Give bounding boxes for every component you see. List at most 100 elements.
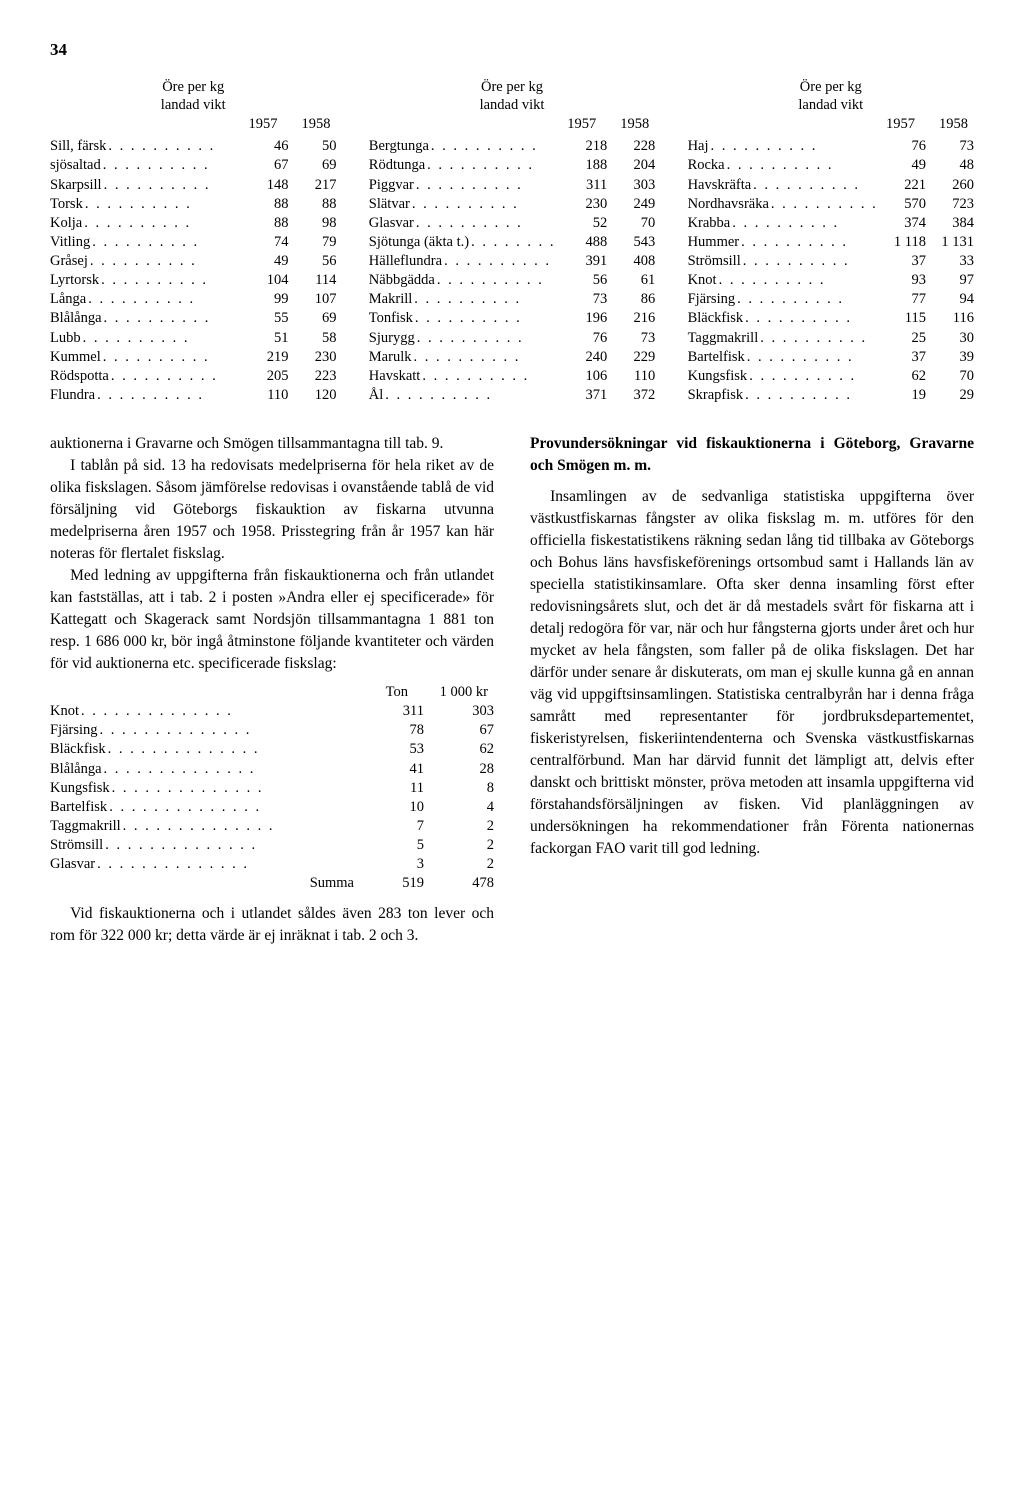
price-header: Öre per kg landad vikt — [369, 78, 655, 114]
price-row: Skarpsill. . . . . . . . . .148217 — [50, 176, 336, 195]
price-row: Knot. . . . . . . . . .9397 — [688, 271, 974, 290]
price-row: Taggmakrill. . . . . . . . . .2530 — [688, 329, 974, 348]
species-label: Gråsej — [50, 252, 88, 271]
value-ton: 7 — [374, 817, 424, 836]
leader-dots: . . . . . . . . . . — [735, 290, 878, 309]
species-label: Bläckfisk — [688, 309, 744, 328]
value-1957: 49 — [240, 252, 288, 271]
year-1957: 1957 — [886, 116, 915, 133]
species-label: Kungsfisk — [50, 779, 110, 798]
value-kr: 2 — [424, 855, 494, 874]
paragraph: Vid fiskauktionerna och i utlandet sålde… — [50, 903, 494, 947]
species-label: Rödtunga — [369, 156, 425, 175]
leader-dots: . . . . . . . . . . . . . . — [95, 855, 374, 874]
price-row: Glasvar. . . . . . . . . .5270 — [369, 214, 655, 233]
leader-dots: . . . . . . . . . . . . . . — [110, 779, 374, 798]
leader-dots: . . . . . . . . . . . . . . — [107, 798, 374, 817]
value-1957: 19 — [878, 386, 926, 405]
species-label: sjösaltad — [50, 156, 101, 175]
leader-dots: . . . . . . . . . . — [410, 195, 559, 214]
price-row: Strömsill. . . . . . . . . .3733 — [688, 252, 974, 271]
year-1957: 1957 — [248, 116, 277, 133]
leader-dots: . . . . . . . . . . — [109, 367, 241, 386]
value-1958: 98 — [288, 214, 336, 233]
value-1957: 371 — [559, 386, 607, 405]
value-1958: 260 — [926, 176, 974, 195]
price-row: Tonfisk. . . . . . . . . .196216 — [369, 309, 655, 328]
price-row: Haj. . . . . . . . . .7673 — [688, 137, 974, 156]
header-ton: Ton — [348, 683, 408, 702]
leader-dots: . . . . . . . . . . — [745, 348, 878, 367]
value-1958: 88 — [288, 195, 336, 214]
species-label: Kummel — [50, 348, 101, 367]
value-1958: 61 — [607, 271, 655, 290]
value-ton: 11 — [374, 779, 424, 798]
value-1957: 25 — [878, 329, 926, 348]
species-label: Slätvar — [369, 195, 410, 214]
value-1957: 49 — [878, 156, 926, 175]
price-row: Sill, färsk. . . . . . . . . .4650 — [50, 137, 336, 156]
price-row: Rocka. . . . . . . . . .4948 — [688, 156, 974, 175]
leader-dots: . . . . . . . . . . — [414, 176, 559, 195]
value-1958: 70 — [607, 214, 655, 233]
species-label: Piggvar — [369, 176, 414, 195]
species-label: Strömsill — [688, 252, 741, 271]
price-column-3: Öre per kg landad vikt 1957 1958 Haj. . … — [688, 78, 974, 405]
value-1958: 110 — [607, 367, 655, 386]
value-ton: 41 — [374, 760, 424, 779]
price-header-line2: landad vikt — [161, 97, 226, 113]
price-header: Öre per kg landad vikt — [50, 78, 336, 114]
leader-dots: . . . . . . . . . . — [758, 329, 878, 348]
leader-dots: . . . . . . . . . . . . . . — [121, 817, 374, 836]
value-1957: 1 118 — [878, 233, 926, 252]
value-1958: 39 — [926, 348, 974, 367]
price-header-line1: Öre per kg — [162, 79, 224, 95]
value-1957: 218 — [559, 137, 607, 156]
value-1957: 55 — [240, 309, 288, 328]
price-row: sjösaltad. . . . . . . . . .6769 — [50, 156, 336, 175]
species-label: Makrill — [369, 290, 413, 309]
species-label: Knot — [688, 271, 717, 290]
leader-dots: . . . . . . . . . . — [414, 214, 559, 233]
year-1958: 1958 — [301, 116, 330, 133]
species-label: Knot — [50, 702, 79, 721]
leader-dots: . . . . . . . . . . — [106, 137, 240, 156]
value-1958: 230 — [288, 348, 336, 367]
value-1958: 228 — [607, 137, 655, 156]
value-1958: 73 — [926, 137, 974, 156]
price-row: Torsk. . . . . . . . . .8888 — [50, 195, 336, 214]
price-row: Krabba. . . . . . . . . .374384 — [688, 214, 974, 233]
species-label: Näbbgädda — [369, 271, 435, 290]
small-table-row: Bartelfisk. . . . . . . . . . . . . .104 — [50, 798, 494, 817]
value-1958: 33 — [926, 252, 974, 271]
price-row: Kungsfisk. . . . . . . . . .6270 — [688, 367, 974, 386]
small-table-row: Fjärsing. . . . . . . . . . . . . .7867 — [50, 721, 494, 740]
small-table-row: Bläckfisk. . . . . . . . . . . . . .5362 — [50, 740, 494, 759]
value-1958: 29 — [926, 386, 974, 405]
price-header-line1: Öre per kg — [481, 79, 543, 95]
body-columns: auktionerna i Gravarne och Smögen tillsa… — [50, 433, 974, 947]
value-1957: 115 — [878, 309, 926, 328]
value-1957: 488 — [559, 233, 607, 252]
leader-dots: . . . . . . . . . . — [83, 195, 241, 214]
leader-dots: . . . . . . . . . . — [383, 386, 559, 405]
leader-dots: . . . . . . . . . . . . . . — [106, 740, 374, 759]
leader-dots: . . . . . . . . . . — [725, 156, 878, 175]
value-kr: 62 — [424, 740, 494, 759]
species-label: Långa — [50, 290, 86, 309]
species-label: Nordhavsräka — [688, 195, 769, 214]
price-table: Öre per kg landad vikt 1957 1958 Sill, f… — [50, 78, 974, 405]
leader-dots: . . . . . . . . . . — [90, 233, 240, 252]
leader-dots: . . . . . . . . . . — [435, 271, 559, 290]
small-table: Ton 1 000 kr Knot. . . . . . . . . . . .… — [50, 683, 494, 893]
species-label: Glasvar — [50, 855, 95, 874]
value-1958: 249 — [607, 195, 655, 214]
leader-dots: . . . . . . . . . . . . . . — [79, 702, 374, 721]
price-row: Rödspotta. . . . . . . . . .205223 — [50, 367, 336, 386]
price-row: Bergtunga. . . . . . . . . .218228 — [369, 137, 655, 156]
paragraph: auktionerna i Gravarne och Smögen tillsa… — [50, 433, 494, 455]
leader-dots: . . . . . . . . . . — [82, 214, 240, 233]
left-column: auktionerna i Gravarne och Smögen tillsa… — [50, 433, 494, 947]
value-ton: 3 — [374, 855, 424, 874]
value-1957: 106 — [559, 367, 607, 386]
